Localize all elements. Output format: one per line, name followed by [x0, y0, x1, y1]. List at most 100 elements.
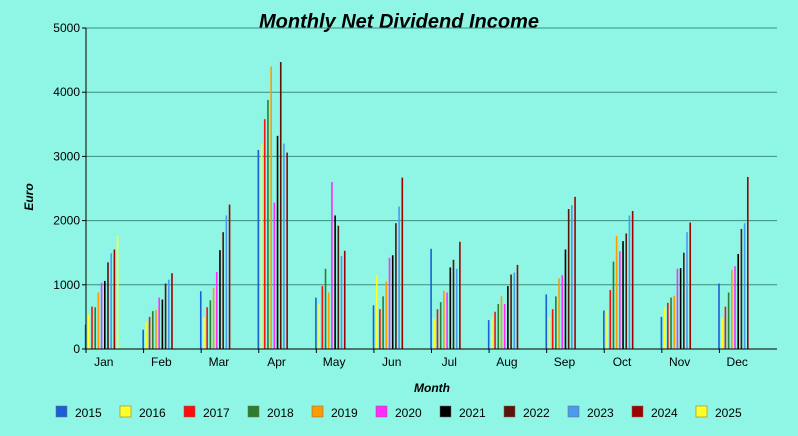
bar-2020-sep [561, 275, 564, 349]
bar-2016-sep [548, 316, 551, 349]
bar-2023-nov [686, 232, 688, 349]
legend-label: 2016 [139, 406, 166, 420]
bar-2018-may [324, 268, 327, 349]
bar-2022-sep [567, 209, 570, 349]
bar-2024-jun [401, 177, 404, 349]
bar-2016-apr [260, 143, 263, 349]
legend-swatch [311, 405, 324, 418]
y-tick-labels: 0 1000 2000 3000 4000 5000 [53, 21, 86, 356]
bar-2016-jun [375, 275, 378, 349]
bar-2016-jul [433, 318, 436, 349]
bar-2023-may [340, 255, 343, 349]
bar-2022-jan [107, 262, 109, 349]
bar-2015-dec [718, 283, 720, 349]
legend-swatch [247, 405, 260, 418]
bar-2015-may [315, 297, 317, 349]
x-tick-label-may: May [323, 355, 346, 369]
legend-item-2017[interactable]: 2017 [183, 405, 230, 420]
bar-2023-apr [283, 143, 285, 349]
bar-2015-apr [257, 149, 260, 349]
legend-item-2019[interactable]: 2019 [311, 405, 358, 420]
bar-2018-dec [727, 292, 730, 349]
bar-2018-apr [267, 99, 269, 350]
bar-2021-apr [276, 135, 279, 349]
legend-label: 2020 [395, 406, 422, 420]
bar-2017-jun [379, 309, 381, 349]
bar-2022-mar [222, 232, 224, 349]
bar-2019-dec [731, 270, 733, 349]
bar-2024-oct [631, 210, 634, 349]
bar-2020-dec [734, 266, 736, 349]
bar-2022-apr [279, 62, 282, 349]
bar-2023-oct [628, 215, 631, 349]
bar-2019-feb [155, 309, 157, 349]
legend-item-2018[interactable]: 2018 [247, 405, 294, 420]
bar-2016-jan [87, 314, 90, 349]
bar-2024-nov [689, 222, 692, 349]
x-tick-label-dec: Dec [727, 355, 748, 369]
bar-2024-dec [747, 176, 749, 349]
legend-item-2020[interactable]: 2020 [375, 405, 422, 420]
legend-swatch [567, 405, 580, 418]
bar-2015-sep [545, 294, 548, 349]
legend-swatch [439, 405, 452, 418]
legend-label: 2023 [587, 406, 614, 420]
bar-2022-oct [625, 233, 628, 349]
bar-2015-feb [142, 329, 144, 349]
bar-2016-dec [721, 318, 724, 349]
bar-2020-aug [503, 304, 506, 349]
bar-2018-oct [612, 261, 615, 349]
legend: 2015 2016 2017 2018 2019 2020 2021 2022 2023 2024… [55, 405, 742, 420]
bar-2018-jan [94, 307, 96, 349]
bar-2016-nov [663, 307, 666, 349]
bar-2018-nov [670, 297, 672, 349]
bars [84, 62, 749, 350]
bar-2018-aug [497, 304, 500, 349]
bar-2020-may [331, 182, 333, 349]
legend-item-2025[interactable]: 2025 [695, 405, 742, 420]
bar-2020-jul [446, 292, 448, 349]
bar-2019-sep [558, 278, 560, 349]
x-tick-label-aug: Aug [496, 355, 517, 369]
bar-2017-sep [551, 309, 554, 349]
bar-2015-oct [603, 310, 605, 349]
bar-2017-aug [494, 311, 496, 349]
bar-2017-apr [263, 119, 266, 349]
bar-2015-nov [660, 316, 663, 349]
legend-item-2024[interactable]: 2024 [631, 405, 678, 420]
y-tick-label: 0 [73, 342, 80, 356]
bar-2023-feb [167, 279, 170, 349]
legend-item-2016[interactable]: 2016 [119, 405, 166, 420]
legend-swatch [503, 405, 516, 418]
legend-item-2015[interactable]: 2015 [55, 405, 102, 420]
legend-label: 2015 [75, 406, 102, 420]
legend-swatch [183, 405, 196, 418]
legend-item-2022[interactable]: 2022 [503, 405, 550, 420]
gridlines [86, 27, 777, 286]
x-tick-label-nov: Nov [669, 355, 690, 369]
bar-2022-dec [740, 228, 743, 349]
y-axis-title: Euro [22, 183, 36, 210]
bar-2023-jan [110, 253, 112, 349]
y-tick-label: 1000 [53, 278, 80, 292]
legend-item-2021[interactable]: 2021 [439, 405, 486, 420]
bar-2021-dec [737, 253, 740, 349]
bar-2020-mar [215, 271, 218, 349]
bar-2021-oct [622, 241, 624, 349]
legend-item-2023[interactable]: 2023 [567, 405, 614, 420]
bar-2021-may [334, 215, 336, 349]
bar-2019-aug [500, 296, 503, 349]
legend-label: 2025 [715, 406, 742, 420]
bar-2024-apr [286, 152, 288, 349]
bar-2016-mar [203, 316, 205, 349]
x-tick-label-apr: Apr [267, 355, 286, 369]
bar-2024-jan [113, 249, 116, 349]
legend-swatch [631, 405, 644, 418]
bar-2019-nov [673, 295, 676, 349]
bar-2023-dec [743, 223, 746, 349]
bar-2018-sep [555, 296, 557, 349]
y-tick-label: 3000 [53, 149, 80, 163]
bar-2016-feb [145, 322, 148, 349]
bar-2024-mar [228, 204, 231, 349]
